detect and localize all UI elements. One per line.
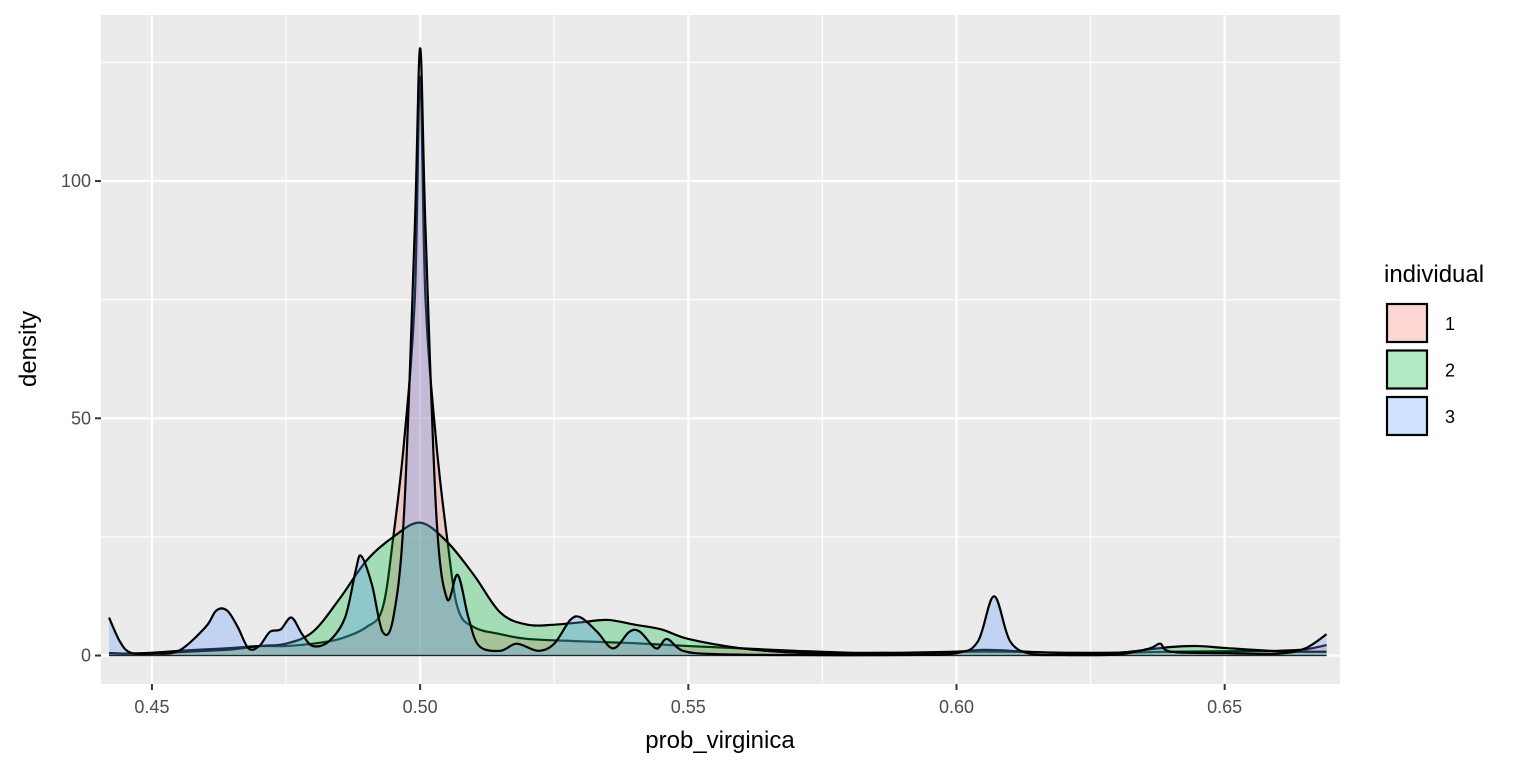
y-axis: 0 50 100 [61, 171, 101, 666]
x-tick-label: 0.50 [403, 697, 438, 717]
density-area-1 [109, 76, 1327, 656]
legend-key-bg-2 [1386, 349, 1428, 390]
legend-key-bg-3 [1386, 396, 1428, 436]
density-curve-3 [108, 47, 1328, 657]
x-tick-label: 0.55 [671, 697, 706, 717]
legend-label-1: 1 [1445, 314, 1455, 334]
y-tick-label: 50 [71, 408, 91, 428]
legend-label-2: 2 [1445, 361, 1455, 381]
density-area-2 [109, 522, 1327, 656]
x-axis: 0.45 0.50 0.55 0.60 0.65 [134, 684, 1242, 717]
y-tick-label: 0 [81, 646, 91, 666]
y-tick-label: 100 [61, 171, 91, 191]
x-tick-label: 0.45 [134, 697, 169, 717]
minor-gridlines [101, 15, 1340, 684]
panel-background [101, 15, 1340, 684]
legend-label-3: 3 [1445, 407, 1455, 427]
density-area-3 [109, 48, 1327, 656]
legend-key-bg-1 [1386, 303, 1428, 343]
x-tick-label: 0.65 [1207, 697, 1242, 717]
legend-key-1 [1385, 302, 1429, 344]
legend: individual 1 2 3 [1384, 261, 1484, 437]
legend-key-3 [1385, 395, 1429, 437]
x-tick-label: 0.60 [939, 697, 974, 717]
legend-key-2 [1385, 349, 1429, 390]
density-areas [108, 47, 1328, 657]
y-axis-title: density [15, 311, 42, 387]
legend-title: individual [1384, 261, 1484, 288]
x-axis-title: prob_virginica [645, 727, 795, 754]
